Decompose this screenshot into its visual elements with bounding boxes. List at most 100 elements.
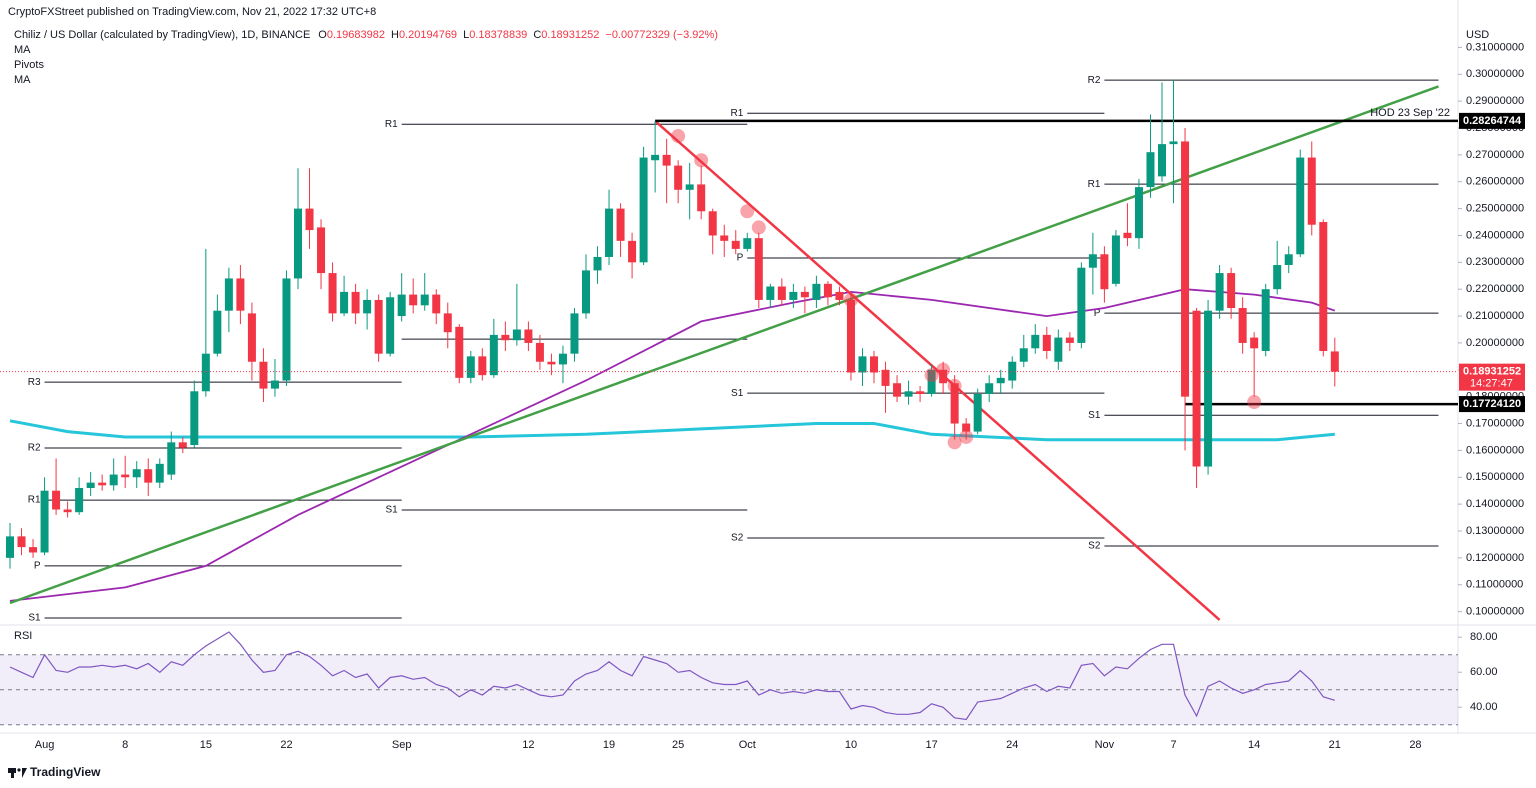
- pivot-label: R1: [1088, 179, 1101, 190]
- level-tag-label: 0.28264744: [1463, 115, 1522, 127]
- candle-body: [835, 291, 844, 300]
- candle-body: [86, 482, 95, 489]
- candle-body: [535, 342, 544, 362]
- pivot-label: R3: [28, 377, 41, 388]
- x-tick-label: 12: [522, 739, 534, 751]
- candle-body: [294, 208, 302, 279]
- level-tag: [1459, 112, 1525, 129]
- candle-body: [1261, 289, 1270, 351]
- last-price-label: 0.18931252: [1463, 366, 1521, 378]
- candle-body: [1065, 337, 1074, 343]
- rsi-title: RSI: [14, 630, 32, 642]
- candle-body: [651, 154, 660, 161]
- candle-body: [317, 227, 326, 274]
- x-tick-label: 7: [1170, 739, 1176, 751]
- pivot-label: R2: [1088, 75, 1101, 86]
- candle-body: [731, 240, 740, 249]
- pivot-label: P: [737, 253, 744, 264]
- candle-body: [374, 299, 383, 354]
- candle-body: [409, 294, 418, 306]
- candle-body: [236, 278, 245, 311]
- candle-body: [386, 297, 395, 354]
- pivot-label: R2: [28, 443, 41, 454]
- candle-body: [950, 383, 959, 424]
- ohlc-label: H: [391, 29, 399, 41]
- candle-body: [501, 334, 510, 341]
- candle-body: [766, 286, 775, 300]
- candle-body: [121, 474, 130, 478]
- axes: 0.10000000 0.11000000 0.12000000 0.13000000…: [35, 41, 1525, 751]
- y-tick-label: 0.29000000: [1466, 95, 1524, 107]
- candle-body: [363, 299, 372, 314]
- countdown: 14:27:47: [1470, 378, 1513, 390]
- candle-body: [674, 165, 683, 190]
- candle-body: [812, 283, 821, 300]
- rsi-line: [9, 631, 1335, 721]
- pivot-label: P: [34, 561, 41, 572]
- candle-body: [1250, 337, 1259, 349]
- candle-body: [708, 211, 717, 236]
- y-tick-label: 0.15000000: [1466, 471, 1524, 483]
- candle-body: [259, 361, 268, 389]
- marker: [694, 153, 709, 168]
- candle-body: [340, 291, 349, 314]
- pivot-label: R1: [385, 119, 398, 130]
- pivot-label: S1: [1088, 410, 1101, 421]
- marker: [947, 435, 962, 450]
- candle-body: [98, 482, 107, 486]
- candle-body: [6, 536, 14, 558]
- candle-body: [789, 291, 798, 300]
- candle-body: [524, 329, 533, 343]
- candle-body: [1181, 141, 1190, 397]
- candle-body: [270, 380, 279, 389]
- footer: TradingView: [30, 765, 101, 779]
- ohlc-value: 0.20194769: [399, 29, 457, 41]
- tv-logo: [8, 768, 27, 778]
- publisher: CryptoFXStreet published on TradingView.…: [8, 6, 376, 18]
- y-tick-label: 0.31000000: [1466, 41, 1524, 53]
- candle-body: [1100, 254, 1109, 290]
- last-price-tag: [1459, 363, 1525, 391]
- ohlc-value: 0.18378839: [469, 29, 527, 41]
- candle-body: [478, 356, 487, 376]
- y-tick-label: 0.14000000: [1466, 498, 1524, 510]
- candle-body: [201, 353, 210, 392]
- candle-body: [893, 383, 902, 397]
- y-tick-label: 0.21000000: [1466, 310, 1524, 322]
- candle-body: [455, 326, 464, 378]
- pivot-label: S1: [731, 388, 744, 399]
- candle-body: [927, 369, 936, 394]
- candle-body: [593, 256, 602, 271]
- moving-average: [9, 288, 1336, 602]
- candle-body: [1008, 361, 1017, 381]
- candle-body: [17, 536, 26, 548]
- price-pane: R3 R2 R1 P S1 R1 S1 R1 P S1 S2 R2 R1 P S1 S2: [0, 75, 1458, 624]
- ohlc-label: O: [318, 29, 327, 41]
- candle-body: [75, 488, 84, 513]
- y-tick-label: 0.13000000: [1466, 525, 1524, 537]
- ohlc-value: 0.19683982: [327, 29, 385, 41]
- y-tick-label: 0.23000000: [1466, 256, 1524, 268]
- pivot-label: P: [1094, 308, 1101, 319]
- candle-body: [1330, 351, 1339, 372]
- marker: [959, 429, 974, 444]
- candle-body: [1077, 267, 1086, 343]
- candle-body: [52, 490, 61, 510]
- candle-body: [1146, 152, 1155, 188]
- candle-body: [1111, 235, 1120, 284]
- y-tick-label: 0.12000000: [1466, 552, 1524, 564]
- candle-body: [628, 240, 637, 263]
- marker: [843, 292, 858, 307]
- x-tick-label: 25: [672, 739, 684, 751]
- x-tick-label: 17: [925, 739, 937, 751]
- rsi-tick-label: 80.00: [1470, 631, 1498, 643]
- candle-body: [743, 238, 752, 249]
- candle-body: [167, 442, 176, 475]
- pivot-label: S2: [1088, 541, 1101, 552]
- y-tick-label: 0.17000000: [1466, 417, 1524, 429]
- ohlc-label: C: [533, 29, 541, 41]
- candle-body: [685, 184, 694, 190]
- y-tick-label: 0.22000000: [1466, 283, 1524, 295]
- marker: [924, 368, 939, 383]
